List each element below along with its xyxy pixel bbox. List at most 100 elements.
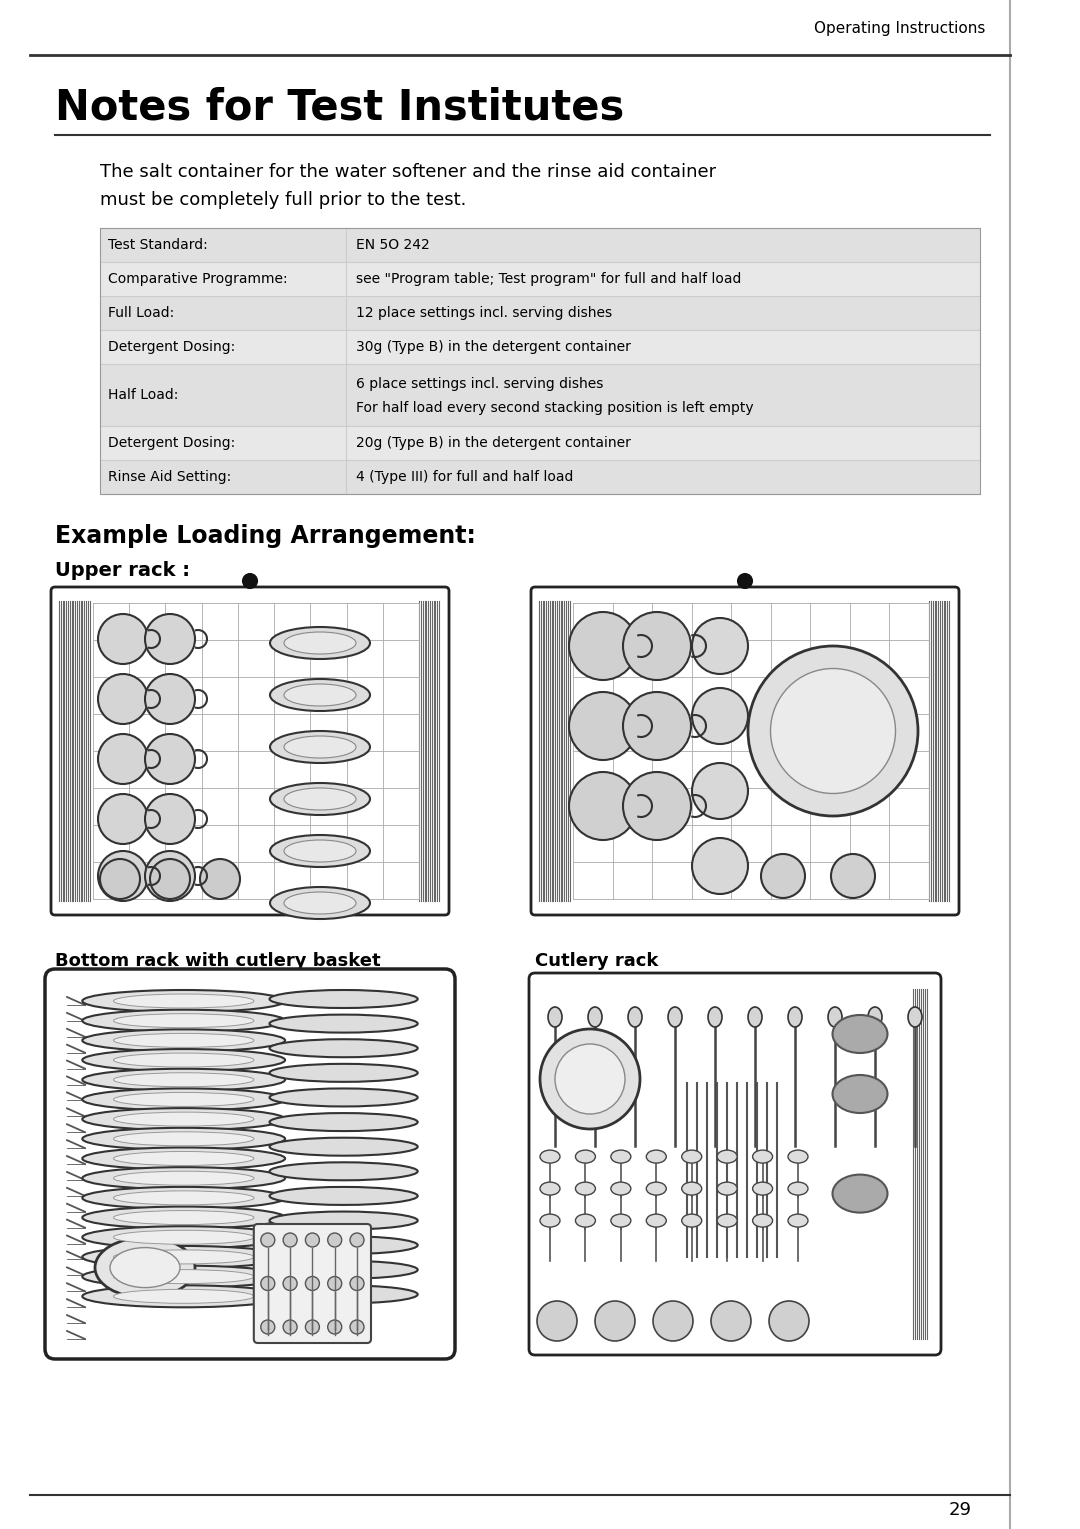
Text: For half load every second stacking position is left empty: For half load every second stacking posi…	[356, 401, 754, 414]
Ellipse shape	[270, 679, 370, 711]
Ellipse shape	[113, 1211, 254, 1225]
Ellipse shape	[82, 1206, 285, 1229]
Circle shape	[738, 573, 752, 589]
Ellipse shape	[576, 1150, 595, 1164]
Circle shape	[145, 615, 195, 664]
Circle shape	[200, 859, 240, 899]
Ellipse shape	[748, 645, 918, 816]
Ellipse shape	[270, 731, 370, 763]
Circle shape	[569, 612, 637, 680]
Ellipse shape	[753, 1214, 772, 1228]
Text: Detergent Dosing:: Detergent Dosing:	[108, 436, 235, 450]
Circle shape	[327, 1277, 341, 1290]
Text: Comparative Programme:: Comparative Programme:	[108, 272, 287, 286]
Circle shape	[831, 855, 875, 898]
Ellipse shape	[284, 631, 356, 654]
Ellipse shape	[270, 1211, 418, 1229]
Ellipse shape	[548, 1008, 562, 1027]
Ellipse shape	[82, 1029, 285, 1052]
Circle shape	[150, 859, 190, 899]
Ellipse shape	[270, 835, 370, 867]
Circle shape	[260, 1320, 274, 1333]
Ellipse shape	[82, 1147, 285, 1170]
Ellipse shape	[82, 1049, 285, 1070]
Ellipse shape	[270, 1064, 418, 1083]
FancyBboxPatch shape	[254, 1225, 372, 1342]
Ellipse shape	[270, 1015, 418, 1032]
Ellipse shape	[270, 887, 370, 919]
Ellipse shape	[95, 1237, 195, 1298]
Circle shape	[623, 612, 691, 680]
Ellipse shape	[270, 1261, 418, 1278]
Bar	[100, 364, 980, 427]
Bar	[100, 330, 980, 364]
Ellipse shape	[646, 1150, 666, 1164]
Ellipse shape	[770, 668, 895, 794]
Ellipse shape	[82, 1069, 285, 1090]
Ellipse shape	[113, 1151, 254, 1165]
Ellipse shape	[113, 1231, 254, 1245]
Circle shape	[306, 1232, 320, 1248]
Ellipse shape	[270, 1162, 418, 1180]
Text: Test Standard:: Test Standard:	[108, 239, 207, 252]
Ellipse shape	[646, 1214, 666, 1228]
Ellipse shape	[113, 1112, 254, 1127]
Ellipse shape	[113, 1171, 254, 1185]
Circle shape	[350, 1320, 364, 1333]
Ellipse shape	[788, 1182, 808, 1196]
Text: Upper rack :: Upper rack :	[55, 561, 190, 581]
Ellipse shape	[113, 1092, 254, 1107]
Ellipse shape	[868, 1008, 882, 1027]
Text: must be completely full prior to the test.: must be completely full prior to the tes…	[100, 191, 467, 209]
Circle shape	[145, 734, 195, 784]
Ellipse shape	[113, 1034, 254, 1047]
Ellipse shape	[82, 1187, 285, 1209]
Circle shape	[569, 772, 637, 839]
Ellipse shape	[611, 1214, 631, 1228]
Ellipse shape	[708, 1008, 723, 1027]
Ellipse shape	[681, 1214, 702, 1228]
Circle shape	[260, 1232, 274, 1248]
Text: Half Load:: Half Load:	[108, 388, 178, 402]
Ellipse shape	[270, 1089, 418, 1107]
Bar	[100, 427, 980, 460]
Ellipse shape	[82, 1226, 285, 1248]
Circle shape	[761, 855, 805, 898]
Circle shape	[540, 1029, 640, 1128]
Ellipse shape	[113, 1131, 254, 1145]
Ellipse shape	[82, 989, 285, 1012]
Circle shape	[283, 1320, 297, 1333]
Circle shape	[350, 1277, 364, 1290]
Text: EN 5O 242: EN 5O 242	[356, 239, 430, 252]
Ellipse shape	[113, 1053, 254, 1067]
Text: 12 place settings incl. serving dishes: 12 place settings incl. serving dishes	[356, 306, 612, 320]
Ellipse shape	[284, 735, 356, 758]
Circle shape	[306, 1320, 320, 1333]
Text: see "Program table; Test program" for full and half load: see "Program table; Test program" for fu…	[356, 272, 742, 286]
FancyBboxPatch shape	[51, 587, 449, 914]
Circle shape	[243, 573, 257, 589]
Bar	[100, 261, 980, 297]
Text: Operating Instructions: Operating Instructions	[813, 20, 985, 35]
Ellipse shape	[681, 1182, 702, 1196]
Ellipse shape	[588, 1008, 602, 1027]
Ellipse shape	[833, 1174, 888, 1212]
Ellipse shape	[270, 1113, 418, 1131]
Circle shape	[769, 1301, 809, 1341]
Text: Bottom rack with cutlery basket: Bottom rack with cutlery basket	[55, 953, 380, 969]
Bar	[100, 228, 980, 494]
Ellipse shape	[669, 1008, 681, 1027]
Ellipse shape	[717, 1214, 738, 1228]
Ellipse shape	[788, 1008, 802, 1027]
Ellipse shape	[540, 1150, 561, 1164]
Ellipse shape	[270, 989, 418, 1008]
Ellipse shape	[788, 1214, 808, 1228]
Circle shape	[283, 1232, 297, 1248]
FancyBboxPatch shape	[45, 969, 455, 1359]
Circle shape	[306, 1277, 320, 1290]
Ellipse shape	[113, 1191, 254, 1205]
Ellipse shape	[82, 1009, 285, 1032]
Circle shape	[327, 1232, 341, 1248]
Ellipse shape	[646, 1182, 666, 1196]
Text: 30g (Type B) in the detergent container: 30g (Type B) in the detergent container	[356, 339, 632, 355]
